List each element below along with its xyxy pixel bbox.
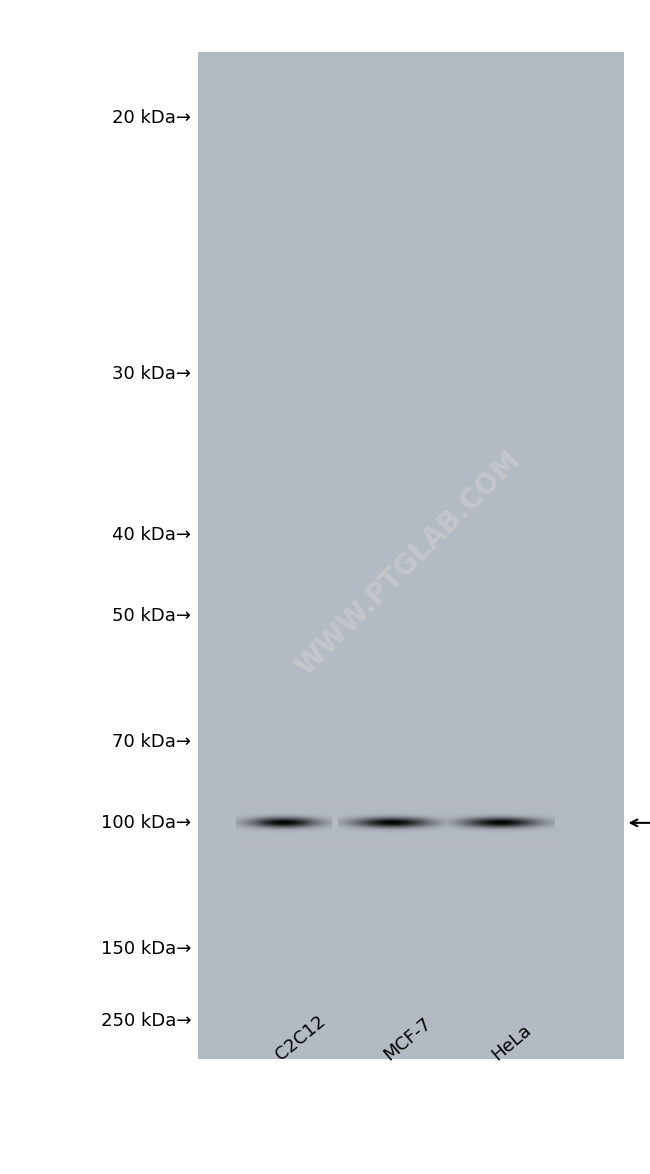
Text: 250 kDa→: 250 kDa→ [101,1012,191,1030]
Text: HeLa: HeLa [489,1021,535,1065]
Bar [198,52,625,1059]
Text: 100 kDa→: 100 kDa→ [101,814,191,832]
Text: 70 kDa→: 70 kDa→ [112,734,191,751]
Text: MCF-7: MCF-7 [380,1014,435,1065]
Text: C2C12: C2C12 [272,1012,329,1065]
Text: WWW.PTGLAB.COM: WWW.PTGLAB.COM [291,446,525,682]
Text: 150 kDa→: 150 kDa→ [101,940,191,958]
Text: 30 kDa→: 30 kDa→ [112,365,191,383]
Text: 50 kDa→: 50 kDa→ [112,607,191,625]
Text: 40 kDa→: 40 kDa→ [112,526,191,545]
Text: 20 kDa→: 20 kDa→ [112,108,191,127]
